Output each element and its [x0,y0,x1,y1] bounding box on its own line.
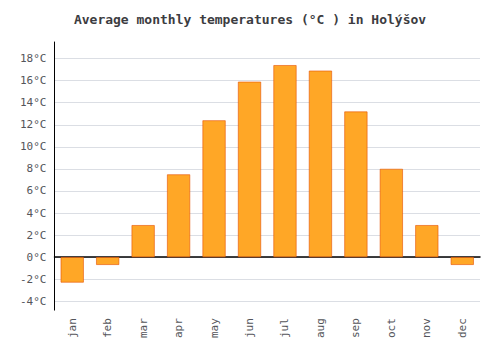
svg-text:6°C: 6°C [27,184,47,197]
svg-text:feb: feb [101,318,114,338]
svg-text:apr: apr [172,318,185,338]
svg-text:10°C: 10°C [20,140,47,153]
svg-text:2°C: 2°C [27,229,47,242]
svg-text:nov: nov [420,318,433,338]
svg-text:8°C: 8°C [27,162,47,175]
svg-text:dec: dec [456,318,469,338]
svg-text:14°C: 14°C [20,96,47,109]
svg-text:aug: aug [314,318,327,338]
svg-text:jul: jul [278,318,291,338]
svg-text:mar: mar [137,318,150,338]
svg-text:-2°C: -2°C [20,273,47,286]
svg-text:may: may [208,318,221,338]
svg-text:0°C: 0°C [27,251,47,264]
svg-text:oct: oct [385,318,398,338]
svg-text:18°C: 18°C [20,52,47,65]
svg-text:16°C: 16°C [20,74,47,87]
svg-text:sep: sep [349,318,362,338]
svg-text:4°C: 4°C [27,207,47,220]
svg-text:jan: jan [66,318,79,338]
svg-text:jun: jun [243,318,256,338]
svg-text:12°C: 12°C [20,118,47,131]
svg-text:Average monthly temperatures (: Average monthly temperatures (°C ) in Ho… [74,12,426,27]
svg-text:-4°C: -4°C [20,295,47,308]
